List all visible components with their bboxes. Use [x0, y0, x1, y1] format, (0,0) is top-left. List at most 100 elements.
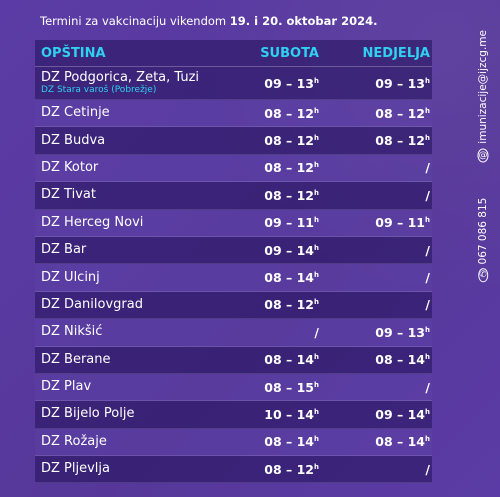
- cell-saturday-time: 08 – 12: [264, 133, 315, 149]
- cell-saturday-unit: h: [314, 243, 319, 252]
- cell-saturday-unit: h: [314, 188, 319, 197]
- at-icon: @: [477, 148, 489, 163]
- schedule-table: OPŠTINA SUBOTA NEDJELJA DZ Podgorica, Ze…: [35, 40, 432, 484]
- cell-saturday-time: /: [314, 324, 319, 340]
- municipality-name: DZ Podgorica, Zeta, Tuzi: [41, 69, 200, 85]
- cell-sunday-time: /: [425, 461, 430, 477]
- table-row: DZ Plav 08 – 15h /: [35, 373, 432, 402]
- table-row: DZ Kotor 08 – 12h /: [35, 154, 432, 183]
- cell-sunday-time: 09 – 13: [375, 324, 426, 340]
- cell-saturday-unit: h: [314, 76, 319, 85]
- cell-saturday: 08 – 12h: [225, 133, 325, 148]
- cell-saturday-unit: h: [314, 106, 319, 115]
- municipality-name: DZ Plav: [41, 379, 92, 395]
- heading-dates: 19. i 20. oktobar 2024.: [229, 14, 378, 28]
- cell-sunday: /: [325, 160, 432, 175]
- cell-sunday: 09 – 13h: [325, 76, 432, 91]
- municipality-name: DZ Pljevlja: [41, 461, 110, 477]
- table-row: DZ Cetinje 08 – 12h 08 – 12h: [35, 100, 432, 128]
- header-municipality: OPŠTINA: [41, 45, 106, 61]
- cell-sunday: 09 – 13h: [325, 325, 432, 340]
- table-row: DZ Pljevlja 08 – 12h /: [35, 456, 432, 484]
- header-sunday: NEDJELJA: [362, 45, 430, 61]
- table-row: DZ Ulcinj 08 – 14h /: [35, 264, 432, 292]
- cell-sunday-time: /: [425, 160, 430, 176]
- table-row: DZ Danilovgrad 08 – 12h /: [35, 291, 432, 320]
- cell-municipality: DZ Kotor: [35, 159, 225, 175]
- cell-sunday-unit: h: [425, 106, 430, 115]
- municipality-name: DZ Berane: [41, 351, 111, 367]
- cell-municipality: DZ Bar: [35, 243, 225, 257]
- page-heading: Termini za vakcinaciju vikendom 19. i 20…: [40, 14, 377, 28]
- cell-saturday: 08 – 14h: [225, 270, 325, 285]
- cell-saturday: 08 – 14h: [225, 352, 325, 367]
- cell-saturday: 09 – 11h: [225, 215, 325, 230]
- municipality-name: DZ Kotor: [41, 159, 99, 175]
- table-row: DZ Herceg Novi 09 – 11h 09 – 11h: [35, 209, 432, 237]
- cell-sunday-time: 08 – 14: [375, 352, 426, 368]
- cell-sunday-time: 09 – 13: [375, 75, 426, 91]
- cell-municipality: DZ Cetinje: [35, 106, 225, 120]
- cell-saturday-unit: h: [314, 298, 319, 307]
- cell-sunday-unit: h: [425, 353, 430, 362]
- cell-sunday: /: [325, 270, 432, 285]
- cell-sunday: /: [325, 380, 432, 395]
- cell-saturday-unit: h: [314, 380, 319, 389]
- cell-sunday-time: /: [425, 187, 430, 203]
- table-row: DZ Budva 08 – 12h 08 – 12h: [35, 127, 432, 155]
- municipality-name: DZ Bar: [41, 242, 87, 258]
- cell-sunday-time: /: [425, 242, 430, 258]
- cell-sunday: /: [325, 243, 432, 258]
- cell-sunday-unit: h: [425, 76, 430, 85]
- cell-sunday: 08 – 14h: [325, 434, 432, 449]
- table-row: DZ Bar 09 – 14h /: [35, 236, 432, 265]
- header-saturday: SUBOTA: [260, 45, 319, 61]
- cell-municipality: DZ Herceg Novi: [35, 214, 225, 230]
- sub-location: DZ Stara varoš (Pobrežje): [41, 84, 157, 95]
- cell-saturday-unit: h: [314, 407, 319, 416]
- cell-saturday: 10 – 14h: [225, 407, 325, 422]
- table-body: DZ Podgorica, Zeta, Tuzi DZ Stara varoš (…: [35, 67, 432, 484]
- municipality-name: DZ Herceg Novi: [41, 214, 144, 230]
- cell-sunday-unit: h: [425, 216, 430, 225]
- municipality-name: DZ Cetinje: [41, 105, 110, 121]
- cell-municipality: DZ Nikšić: [35, 325, 225, 339]
- cell-saturday: 08 – 12h: [225, 462, 325, 477]
- municipality-name: DZ Bijelo Polje: [41, 406, 135, 422]
- heading-prefix: Termini za vakcinaciju vikendom: [40, 14, 227, 28]
- cell-saturday: 08 – 12h: [225, 297, 325, 312]
- table-row: DZ Podgorica, Zeta, Tuzi DZ Stara varoš (…: [35, 67, 432, 100]
- cell-municipality: DZ Rožaje: [35, 434, 225, 449]
- cell-saturday: 09 – 13h: [225, 76, 325, 91]
- cell-saturday: /: [225, 325, 325, 340]
- municipality-name: DZ Tivat: [41, 187, 96, 203]
- table-row: DZ Rožaje 08 – 14h 08 – 14h: [35, 428, 432, 457]
- cell-sunday-unit: h: [425, 407, 430, 416]
- cell-saturday-unit: h: [314, 353, 319, 362]
- cell-saturday-time: 08 – 14: [264, 434, 315, 450]
- cell-saturday-time: 08 – 15: [264, 379, 315, 395]
- cell-municipality: DZ Bijelo Polje: [35, 407, 225, 421]
- table-row: DZ Nikšić / 09 – 13h: [35, 319, 432, 347]
- cell-saturday: 08 – 12h: [225, 160, 325, 175]
- cell-sunday-time: 08 – 12: [375, 133, 426, 149]
- cell-saturday: 08 – 14h: [225, 434, 325, 449]
- cell-saturday-unit: h: [314, 270, 319, 279]
- municipality-name: DZ Nikšić: [41, 324, 103, 340]
- cell-saturday: 08 – 15h: [225, 380, 325, 395]
- cell-municipality: DZ Pljevlja: [35, 462, 225, 476]
- cell-sunday-unit: h: [425, 325, 430, 334]
- cell-municipality: DZ Budva: [35, 132, 225, 148]
- cell-municipality: DZ Podgorica, Zeta, Tuzi DZ Stara varoš (…: [35, 69, 225, 96]
- cell-sunday-unit: h: [425, 435, 430, 444]
- municipality-name: DZ Budva: [41, 132, 106, 148]
- cell-saturday-unit: h: [314, 161, 319, 170]
- cell-saturday-time: 08 – 12: [264, 297, 315, 313]
- cell-saturday-time: 09 – 14: [264, 242, 315, 258]
- cell-saturday-time: 08 – 14: [264, 352, 315, 368]
- cell-saturday-time: 08 – 12: [264, 461, 315, 477]
- contact-email: imunizacije@ijzcg.me: [477, 30, 489, 144]
- cell-saturday: 09 – 14h: [225, 243, 325, 258]
- cell-sunday: 09 – 11h: [325, 215, 432, 230]
- cell-saturday: 08 – 12h: [225, 106, 325, 121]
